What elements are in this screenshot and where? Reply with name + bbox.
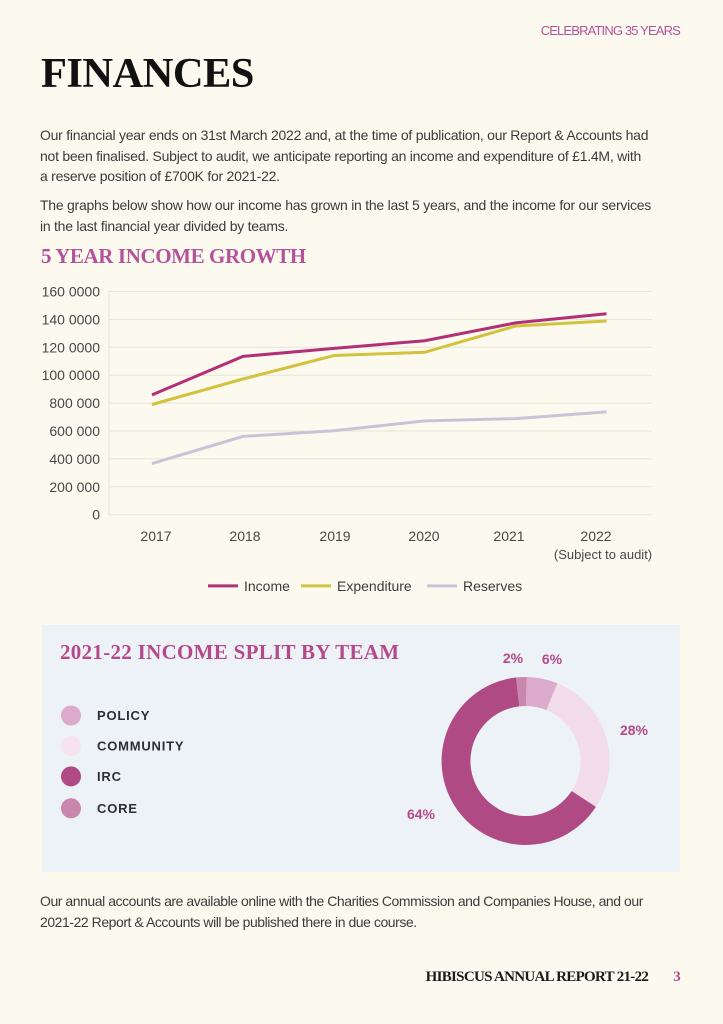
svg-text:120 0000: 120 0000 bbox=[42, 339, 101, 355]
svg-text:Reserves: Reserves bbox=[463, 578, 522, 594]
svg-text:COMMUNITY: COMMUNITY bbox=[97, 739, 184, 754]
svg-text:0: 0 bbox=[92, 507, 100, 523]
svg-text:200 000: 200 000 bbox=[49, 479, 100, 495]
svg-text:2017: 2017 bbox=[140, 528, 171, 544]
svg-text:2018: 2018 bbox=[229, 528, 260, 544]
svg-text:2021: 2021 bbox=[493, 528, 524, 544]
svg-text:800 000: 800 000 bbox=[49, 395, 100, 411]
svg-text:(Subject to audit): (Subject to audit) bbox=[554, 547, 652, 562]
svg-text:Expenditure: Expenditure bbox=[337, 578, 412, 594]
svg-text:IRC: IRC bbox=[97, 769, 122, 784]
svg-text:6%: 6% bbox=[542, 651, 563, 667]
svg-text:64%: 64% bbox=[407, 806, 436, 822]
svg-text:2019: 2019 bbox=[319, 528, 350, 544]
svg-text:140 0000: 140 0000 bbox=[42, 311, 101, 327]
svg-text:600 000: 600 000 bbox=[49, 423, 100, 439]
svg-text:400 000: 400 000 bbox=[49, 451, 100, 467]
svg-text:CORE: CORE bbox=[97, 801, 138, 816]
svg-text:Income: Income bbox=[244, 578, 290, 594]
svg-text:100 0000: 100 0000 bbox=[42, 367, 101, 383]
svg-text:POLICY: POLICY bbox=[97, 708, 150, 723]
svg-text:2%: 2% bbox=[503, 650, 524, 666]
svg-text:28%: 28% bbox=[620, 722, 649, 738]
svg-text:160 0000: 160 0000 bbox=[42, 284, 101, 300]
svg-text:2022: 2022 bbox=[580, 528, 611, 544]
svg-text:2020: 2020 bbox=[408, 528, 439, 544]
